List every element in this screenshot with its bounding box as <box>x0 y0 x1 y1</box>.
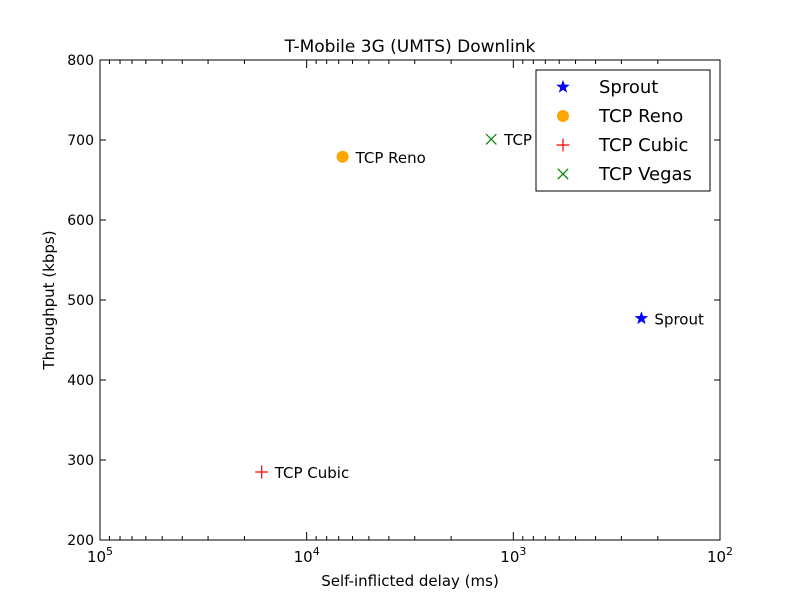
legend-label-tcp-reno: TCP Reno <box>598 106 683 127</box>
axes-layer: 200 300 400 500 600 700 800 105 104 103 102 <box>67 53 733 566</box>
y-tick-label: 300 <box>67 453 94 469</box>
point-tcp-cubic <box>255 465 269 479</box>
point-sprout <box>634 311 649 325</box>
legend-marker-tcp-reno <box>556 109 570 123</box>
x-tick-label: 105 <box>87 545 113 566</box>
legend-marker-sprout <box>556 79 570 93</box>
x-tick-label: 104 <box>294 545 320 566</box>
y-axis-label: Throughput (kbps) <box>40 230 58 370</box>
legend-label-tcp-cubic: TCP Cubic <box>598 135 688 156</box>
legend-label-sprout: Sprout <box>599 77 658 98</box>
point-tcp-vegas <box>485 133 497 145</box>
legend-marker-tcp-vegas <box>557 168 569 180</box>
y-tick-label: 800 <box>67 53 94 69</box>
y-tick-label: 200 <box>67 533 94 549</box>
point-label-tcp-reno: TCP Reno <box>355 149 426 167</box>
point-label-sprout: Sprout <box>654 310 704 328</box>
y-tick-label: 600 <box>67 213 94 229</box>
x-tick-label: 103 <box>500 545 526 566</box>
legend-label-tcp-vegas: TCP Vegas <box>598 164 692 185</box>
y-tick-label: 400 <box>67 373 94 389</box>
chart-title: T-Mobile 3G (UMTS) Downlink <box>284 37 536 57</box>
y-tick-label: 700 <box>67 133 94 149</box>
x-axis-label: Self-inflicted delay (ms) <box>321 572 499 590</box>
point-label-tcp-cubic: TCP Cubic <box>274 464 350 482</box>
point-tcp-reno <box>336 150 349 163</box>
x-tick-label: 102 <box>707 545 733 566</box>
legend: Sprout TCP Reno TCP Cubic TCP Vegas <box>535 69 711 192</box>
legend-marker-tcp-cubic <box>556 138 570 152</box>
y-tick-label: 500 <box>67 293 94 309</box>
